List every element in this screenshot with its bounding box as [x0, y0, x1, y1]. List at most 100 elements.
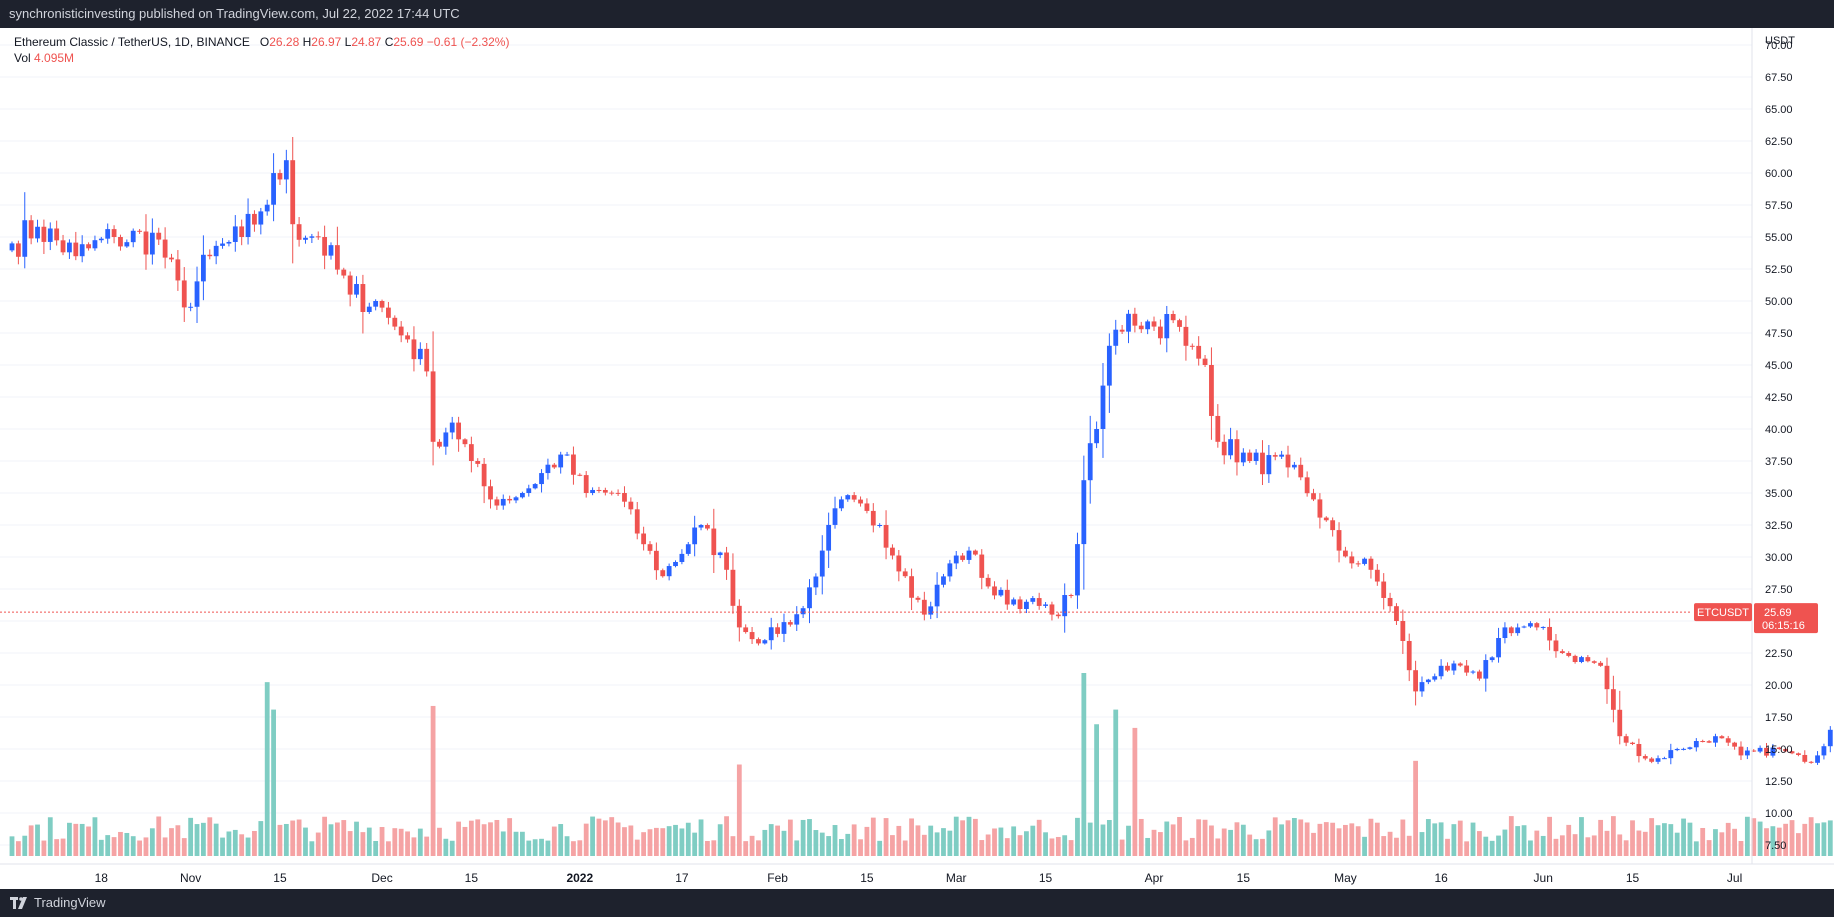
volume-bar [1209, 825, 1214, 856]
candle-body [520, 493, 525, 498]
candle-body [1604, 665, 1610, 690]
volume-bar [717, 824, 723, 856]
volume-bar [934, 832, 940, 856]
volume-bar [67, 822, 72, 856]
volume-bar [571, 841, 576, 856]
candle-body [271, 173, 276, 205]
price-tick-label: 57.50 [1765, 200, 1793, 212]
symbol-title[interactable]: Ethereum Classic / TetherUS, 1D, BINANCE [14, 35, 250, 49]
volume-bar [1362, 836, 1367, 856]
candle-body [1317, 499, 1323, 518]
candle-body [1030, 598, 1036, 602]
candle-body [1808, 761, 1814, 763]
volume-bar [1138, 818, 1144, 856]
candle-body [1744, 750, 1750, 756]
candle-body [9, 243, 15, 251]
volume-bar [143, 837, 149, 856]
volume-bar [1234, 822, 1240, 856]
chart-frame[interactable]: USDT 70.00 67.50 65.00 62.50 60.00 57.50 55.00 5… [0, 28, 1834, 889]
volume-bar [1311, 832, 1316, 856]
volume-bar [1528, 840, 1533, 856]
volume-bar [1024, 831, 1029, 856]
volume-bar [787, 819, 793, 856]
candle-body [826, 524, 832, 551]
candle-body [1323, 517, 1329, 521]
candle-body [1387, 597, 1393, 607]
volume-bar [1725, 822, 1731, 856]
volume-bar [1247, 834, 1253, 856]
candle-body [1081, 480, 1087, 545]
candle-body [1515, 627, 1521, 634]
candle-body [1145, 321, 1151, 330]
time-tick-label: Dec [371, 871, 392, 885]
candle-body [73, 242, 79, 257]
price-tick-label: 47.50 [1765, 328, 1793, 340]
candle-body [1215, 415, 1221, 442]
volume-bar [602, 820, 608, 856]
volume-bar [794, 840, 800, 856]
candle-body [35, 226, 40, 239]
candle-body [845, 495, 851, 500]
volume-bar [1419, 832, 1425, 856]
candle-body [1725, 738, 1731, 743]
candle-body [615, 492, 621, 494]
open-label: O [259, 35, 270, 49]
candle-body [475, 461, 481, 464]
volume-bar [979, 840, 985, 856]
candle-body [1221, 441, 1227, 456]
time-tick-label: 15 [1626, 871, 1640, 885]
volume-bar [1764, 828, 1769, 856]
price-tick-label: 52.50 [1765, 264, 1793, 276]
volume-bar [749, 835, 755, 856]
candle-body [1304, 477, 1310, 494]
candle-body [972, 550, 978, 555]
open-value: 26.28 [269, 35, 300, 49]
volume-bar [373, 840, 379, 856]
volume-bar [1400, 819, 1406, 856]
volume-bar [41, 840, 47, 856]
volume-bar [947, 830, 953, 856]
volume-bar [156, 816, 162, 856]
volume-bar [79, 823, 85, 856]
candle-body [673, 561, 678, 567]
volume-bar [539, 838, 544, 856]
candle-body [1579, 657, 1584, 663]
tradingview-brand[interactable]: TradingView [34, 895, 106, 910]
volume-bar [1036, 819, 1042, 856]
chart-legend: Ethereum Classic / TetherUS, 1D, BINANCE… [14, 34, 509, 66]
candle-body [692, 527, 698, 545]
volume-bar [322, 816, 328, 856]
time-tick-label: 18 [95, 871, 109, 885]
price-tick-label: 27.50 [1765, 584, 1793, 596]
tradingview-logo-icon[interactable] [10, 897, 30, 909]
volume-bar [1304, 822, 1310, 856]
candle-body [175, 259, 181, 281]
candle-body [979, 554, 985, 578]
candle-body [1336, 530, 1342, 551]
volume-bar [1668, 824, 1674, 856]
candle-body [143, 231, 149, 255]
price-tick-label: 32.50 [1765, 520, 1793, 532]
candle-body [596, 489, 602, 491]
volume-bar [845, 833, 851, 856]
candle-body [405, 335, 410, 340]
volume-bar [896, 825, 902, 856]
volume-bar [137, 840, 142, 856]
candle-body [1566, 653, 1572, 656]
volume-bar [532, 839, 538, 856]
candle-body [941, 576, 946, 585]
candle-body [1547, 626, 1552, 641]
candle-body [181, 280, 187, 308]
candle-body [909, 576, 914, 598]
volume-bar [1508, 816, 1514, 856]
candle-body [494, 499, 500, 506]
candle-body [858, 499, 863, 504]
volume-bar [1215, 838, 1221, 856]
candle-body [1036, 598, 1042, 606]
candle-body [1291, 464, 1297, 468]
volume-bar [1815, 823, 1820, 856]
candle-body [653, 550, 659, 571]
candle-body [1183, 326, 1189, 346]
candle-body [347, 275, 353, 295]
